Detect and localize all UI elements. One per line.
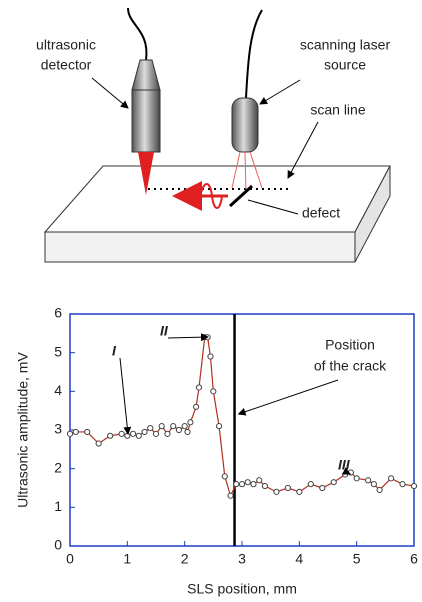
annotation: I: [112, 343, 117, 359]
data-point: [185, 429, 190, 434]
data-point: [331, 480, 336, 485]
probe-body: [132, 90, 160, 152]
figure: ultrasonic detector scanning laser sourc…: [0, 0, 422, 602]
data-point: [354, 476, 359, 481]
data-point: [400, 482, 405, 487]
data-point: [96, 441, 101, 446]
y-tick-label: 2: [54, 459, 62, 475]
annotation: III: [338, 457, 351, 473]
data-point: [371, 482, 376, 487]
data-point: [176, 427, 181, 432]
label: defect: [302, 205, 340, 221]
annotation-arrow: [239, 380, 338, 414]
label: detector: [41, 57, 92, 73]
y-tick-label: 4: [54, 382, 62, 398]
data-point: [366, 478, 371, 483]
y-axis-label: Ultrasonic amplitude, mV: [15, 352, 31, 508]
data-point: [208, 354, 213, 359]
data-point: [411, 483, 416, 488]
cable: [246, 10, 262, 98]
data-point: [73, 429, 78, 434]
x-tick-label: 0: [66, 551, 74, 567]
data-point: [159, 424, 164, 429]
data-point: [125, 433, 130, 438]
y-tick-label: 0: [54, 537, 62, 553]
data-point: [188, 420, 193, 425]
y-tick-label: 3: [54, 421, 62, 437]
data-point: [211, 389, 216, 394]
data-point: [234, 482, 239, 487]
diagram: ultrasonic detector scanning laser sourc…: [36, 8, 390, 262]
data-point: [262, 483, 267, 488]
probe-cone: [132, 60, 160, 90]
data-point: [119, 431, 124, 436]
x-tick-label: 6: [410, 551, 418, 567]
x-tick-label: 2: [181, 551, 189, 567]
data-point: [245, 480, 250, 485]
label: source: [324, 57, 366, 73]
laser-body: [232, 98, 258, 152]
data-point: [153, 431, 158, 436]
slab-front: [45, 232, 355, 262]
x-tick-label: 3: [238, 551, 246, 567]
data-point: [239, 482, 244, 487]
y-tick-label: 5: [54, 343, 62, 359]
data-point: [85, 429, 90, 434]
data-point: [171, 424, 176, 429]
data-point: [274, 489, 279, 494]
chart: 0 1 2 3 4 5 6 0 1 2 3 4 5 6 SLS position, mm Ultrasonic…: [15, 305, 418, 597]
annotation-arrow: [120, 358, 128, 434]
x-tick-label: 4: [295, 551, 303, 567]
y-tick-label: 1: [54, 498, 62, 514]
data-point: [165, 431, 170, 436]
data-point: [194, 404, 199, 409]
data-point: [308, 482, 313, 487]
data-point: [297, 489, 302, 494]
data-point: [148, 425, 153, 430]
data-point: [377, 487, 382, 492]
label: ultrasonic: [36, 37, 96, 53]
x-axis-label: SLS position, mm: [187, 581, 297, 597]
x-tick-label: 5: [353, 551, 361, 567]
x-tick-label: 1: [123, 551, 131, 567]
data-point: [216, 424, 221, 429]
data-point: [257, 478, 262, 483]
label: scanning laser: [300, 37, 391, 53]
data-point: [388, 476, 393, 481]
pointer: [260, 80, 300, 104]
data-point: [130, 431, 135, 436]
data-point: [182, 424, 187, 429]
y-tick-label: 6: [54, 305, 62, 321]
data-point: [67, 431, 72, 436]
pointer: [92, 78, 128, 108]
cable: [128, 8, 146, 60]
data-point: [285, 485, 290, 490]
data-point: [142, 429, 147, 434]
data-point: [251, 482, 256, 487]
data-point: [228, 493, 233, 498]
annotation: II: [160, 323, 169, 339]
annotation: Position: [325, 337, 375, 353]
data-point: [222, 474, 227, 479]
data-point: [136, 433, 141, 438]
label: scan line: [310, 102, 365, 118]
data-point: [108, 433, 113, 438]
slab-top: [45, 166, 390, 232]
annotation: of the crack: [314, 358, 387, 374]
data-point: [196, 385, 201, 390]
data-point: [320, 485, 325, 490]
